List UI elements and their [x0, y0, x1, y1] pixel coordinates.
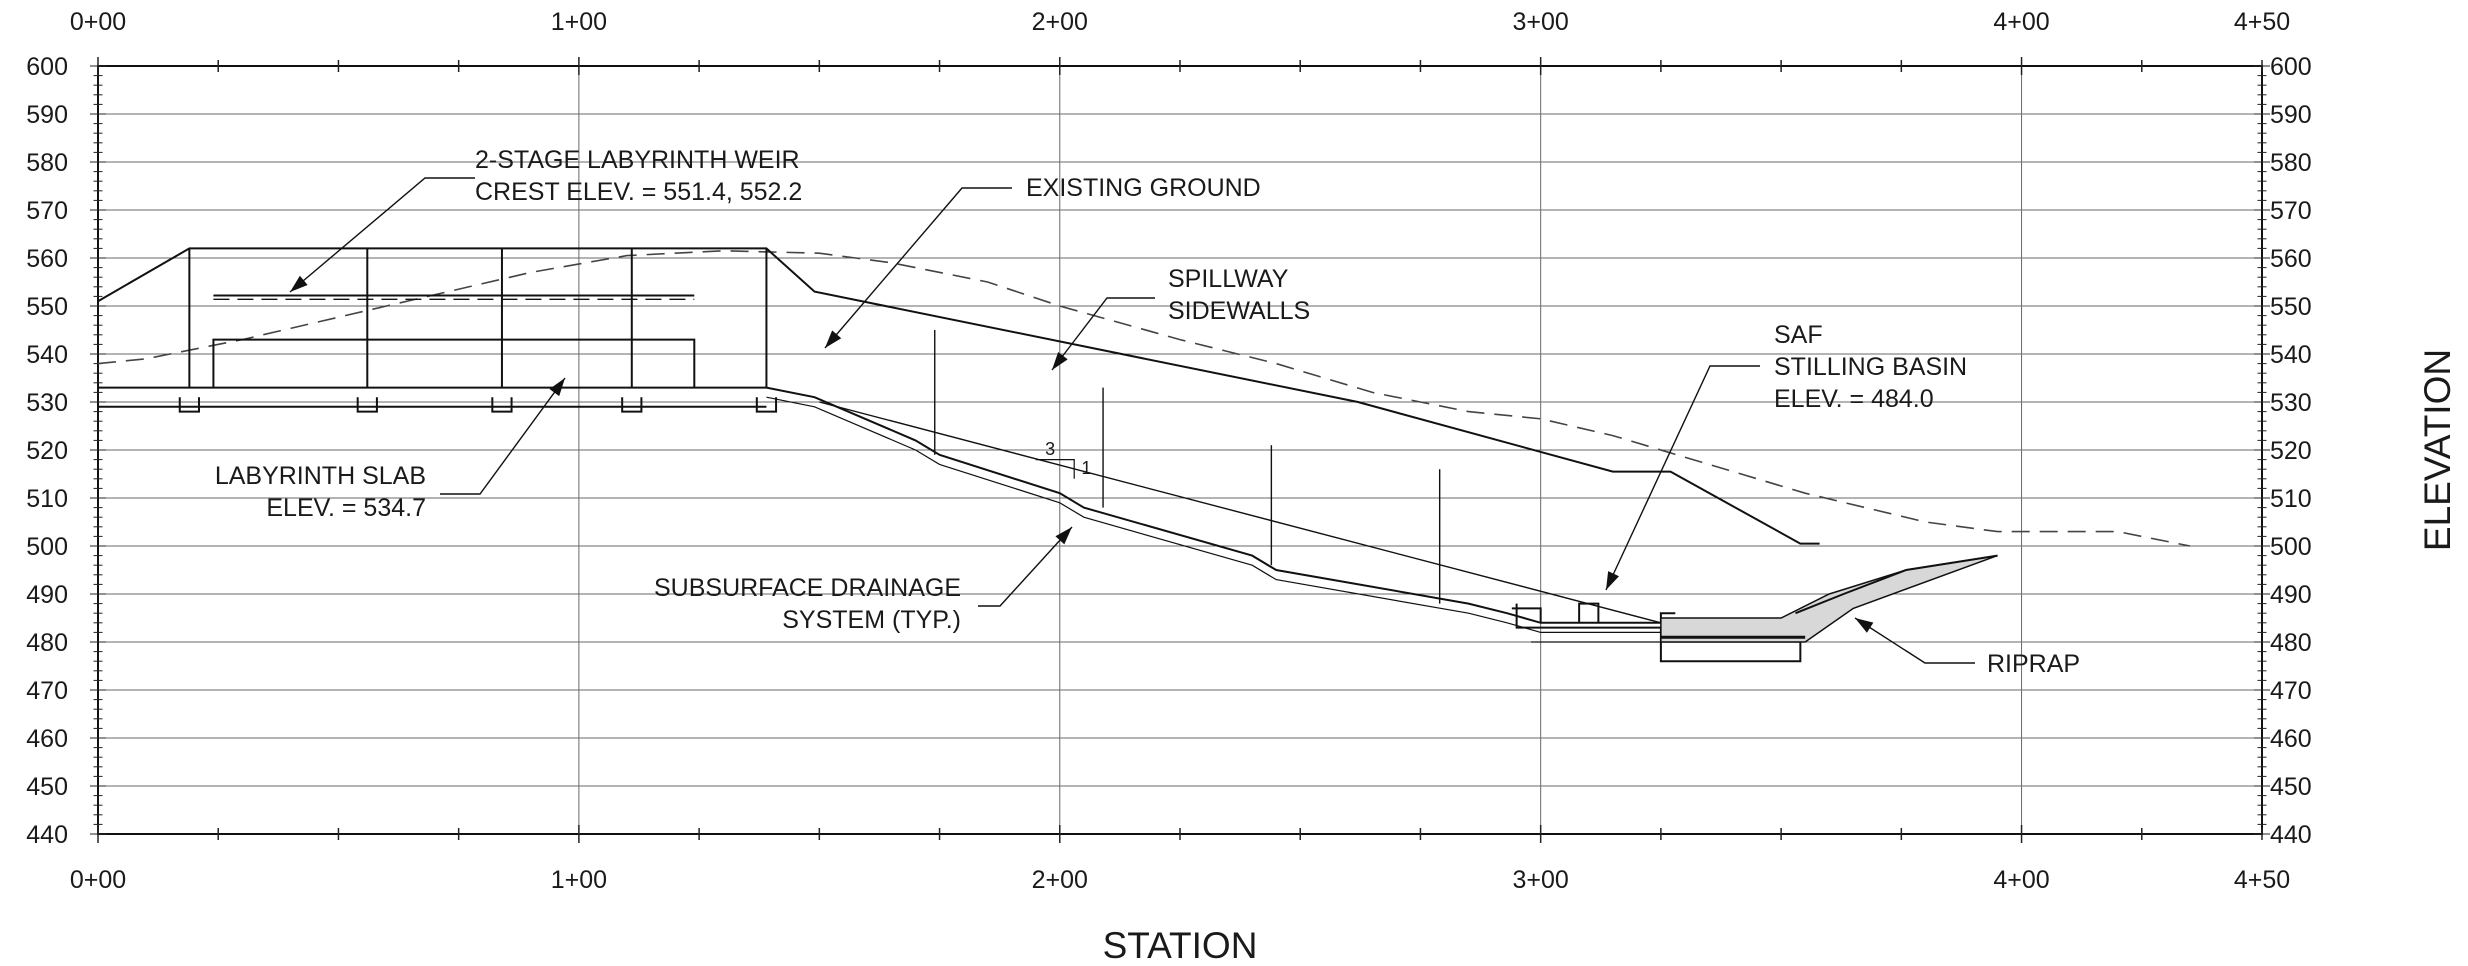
cutoff-key — [755, 397, 778, 413]
cutoff-key — [178, 397, 200, 413]
x-tick-label-top: 4+00 — [1993, 8, 2049, 36]
stilling-basin-floor — [1515, 603, 1802, 663]
chute-block — [1511, 607, 1542, 623]
leader-arrowhead — [1606, 571, 1620, 590]
cutoff-key — [621, 397, 643, 413]
y-tick-label-right: 590 — [2270, 101, 2312, 129]
note-basin-line: SAF — [1774, 321, 1823, 349]
y-tick-label-right: 550 — [2270, 293, 2312, 321]
y-tick-label-left: 500 — [26, 533, 68, 561]
leader-slab — [440, 377, 566, 495]
x-tick-label-bottom: 4+00 — [1993, 866, 2049, 894]
baffle-block — [1578, 602, 1600, 623]
y-tick-label-right: 540 — [2270, 341, 2312, 369]
note-basin-line: STILLING BASIN — [1774, 353, 1967, 381]
slope-marker — [1035, 459, 1075, 479]
x-tick-label-bottom: 1+00 — [551, 866, 607, 894]
callout-notes: 2-STAGE LABYRINTH WEIR CREST ELEV. = 551.… — [215, 146, 2080, 678]
y-tick-label-right: 500 — [2270, 533, 2312, 561]
slope-run-label: 3 — [1045, 439, 1055, 459]
x-tick-label-bottom: 3+00 — [1513, 866, 1569, 894]
chute-floor-underside — [766, 396, 1661, 634]
y-tick-label-left: 540 — [26, 341, 68, 369]
leader-lines — [289, 177, 1975, 664]
leader-sidewalls — [1051, 297, 1155, 371]
slope-rise-label: 1 — [1081, 458, 1091, 478]
y-tick-label-left: 520 — [26, 437, 68, 465]
y-tick-label-left: 440 — [26, 821, 68, 849]
x-tick-label-top: 3+00 — [1513, 8, 1569, 36]
x-tick-label-bottom: 0+00 — [70, 866, 126, 894]
leader-arrowhead — [290, 275, 308, 292]
leader-basin — [1605, 365, 1760, 591]
y-tick-label-left: 590 — [26, 101, 68, 129]
leader-arrowhead — [1055, 527, 1072, 545]
chute-floor — [766, 386, 1661, 624]
leader-drain — [978, 526, 1073, 607]
sidewall-top-line — [97, 247, 1820, 545]
riprap-top-line — [1795, 554, 1998, 615]
y-tick-label-right: 470 — [2270, 677, 2312, 705]
leader-arrowhead — [825, 330, 842, 348]
y-tick-label-left: 470 — [26, 677, 68, 705]
y-tick-label-left: 450 — [26, 773, 68, 801]
y-tick-label-right: 460 — [2270, 725, 2312, 753]
y-tick-label-right: 510 — [2270, 485, 2312, 513]
y-tick-label-right: 600 — [2270, 53, 2312, 81]
note-weir-line: 2-STAGE LABYRINTH WEIR — [475, 146, 800, 174]
y-tick-label-left: 580 — [26, 149, 68, 177]
y-tick-label-left: 480 — [26, 629, 68, 657]
x-tick-label-top: 2+00 — [1032, 8, 1088, 36]
y-tick-label-right: 580 — [2270, 149, 2312, 177]
leader-arrowhead — [549, 378, 565, 397]
x-tick-label-bottom: 2+00 — [1032, 866, 1088, 894]
y-tick-label-left: 490 — [26, 581, 68, 609]
note-sidewalls-line: SPILLWAY — [1168, 265, 1289, 293]
y-tick-label-right: 490 — [2270, 581, 2312, 609]
note-basin-line: ELEV. = 484.0 — [1774, 385, 1934, 413]
y-tick-label-right: 570 — [2270, 197, 2312, 225]
spillway-structure: 31 — [97, 247, 2191, 663]
note-weir-line: CREST ELEV. = 551.4, 552.2 — [475, 178, 802, 206]
note-riprap-line: RIPRAP — [1987, 650, 2080, 678]
y-tick-label-right: 440 — [2270, 821, 2312, 849]
y-tick-label-left: 560 — [26, 245, 68, 273]
cutoff-key — [356, 397, 378, 413]
note-slab-line: LABYRINTH SLAB — [215, 462, 426, 490]
y-tick-label-left: 510 — [26, 485, 68, 513]
note-ground-line: EXISTING GROUND — [1026, 174, 1261, 202]
y-tick-label-right: 560 — [2270, 245, 2312, 273]
y-tick-label-right: 480 — [2270, 629, 2312, 657]
x-tick-label-top: 1+00 — [551, 8, 607, 36]
y-tick-label-left: 530 — [26, 389, 68, 417]
leader-ground — [824, 187, 1012, 349]
note-sidewalls-line: SIDEWALLS — [1168, 297, 1310, 325]
note-drain-line: SYSTEM (TYP.) — [782, 606, 961, 634]
y-axis-title: ELEVATION — [2417, 349, 2458, 551]
y-tick-label-right: 450 — [2270, 773, 2312, 801]
y-tick-label-right: 530 — [2270, 389, 2312, 417]
cutoff-key — [491, 397, 513, 413]
axis-tick-labels: 600 600 590 590 580 580 570 570 560 560 550 550 540 5… — [26, 8, 2311, 894]
x-tick-label-top: 0+00 — [70, 8, 126, 36]
y-tick-label-left: 550 — [26, 293, 68, 321]
y-tick-label-right: 520 — [2270, 437, 2312, 465]
y-tick-label-left: 570 — [26, 197, 68, 225]
leader-arrowhead — [1052, 352, 1068, 370]
x-axis-title: STATION — [1103, 925, 1258, 966]
x-tick-label-bottom: 4+50 — [2234, 866, 2290, 894]
y-tick-label-left: 460 — [26, 725, 68, 753]
leader-weir — [289, 177, 475, 293]
note-slab-line: ELEV. = 534.7 — [266, 494, 426, 522]
chute-slab-line — [819, 401, 1662, 624]
x-tick-label-top: 4+50 — [2234, 8, 2290, 36]
leader-arrowhead — [1855, 618, 1874, 633]
y-tick-label-left: 600 — [26, 53, 68, 81]
note-drain-line: SUBSURFACE DRAINAGE — [654, 574, 961, 602]
leader-riprap — [1854, 617, 1975, 664]
existing-ground-line — [97, 249, 2191, 547]
labyrinth-walls — [212, 338, 696, 388]
